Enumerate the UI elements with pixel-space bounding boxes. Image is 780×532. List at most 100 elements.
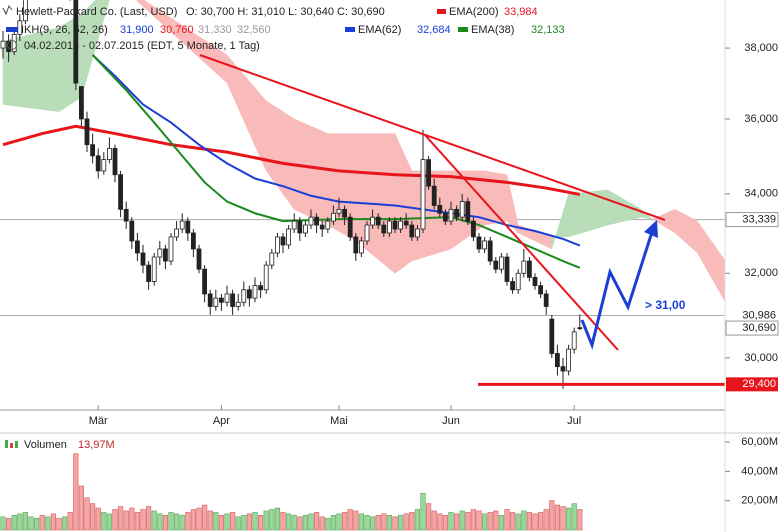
volume-bar [213,512,219,531]
volume-bar [504,509,510,531]
candle-body [84,118,90,146]
volume-bar [431,510,437,531]
volume-bar [336,513,342,531]
candle-body [302,224,308,234]
candle-body [353,236,359,254]
volume-bar [190,509,197,531]
candle-body [527,260,532,278]
x-tick-label: Apr [213,415,230,427]
candle-body [112,147,118,176]
candle-body [185,220,191,234]
y-tick-label: 32,000 [744,267,778,279]
candle-body [190,232,196,250]
volume-bar [112,509,118,531]
volume-bar [285,513,292,531]
volume-bar [129,507,135,531]
volume-bar [453,513,460,531]
candle-body [538,285,543,295]
volume-bar [493,510,499,531]
legend-value: 32,133 [531,24,565,36]
volume-bar [106,513,112,531]
candle-body [297,220,303,234]
volume-value: 13,97M [78,439,115,451]
candle-body [403,220,409,226]
cloud-segment [394,133,413,274]
volume-bar [313,512,320,531]
icon [5,440,8,448]
volume-bar [392,516,398,531]
icon [15,441,18,448]
candle-body [0,40,6,49]
volume-bar [0,516,6,531]
volume-bar [465,512,471,531]
volume-bar [151,510,157,531]
candle-body [330,212,336,222]
candle-body [196,248,202,270]
volume-bar [498,515,505,531]
candle-body [258,285,264,291]
volume-bar [207,510,213,531]
volume-bar [358,513,365,531]
volume-bar [157,513,163,531]
volume-bar [101,512,107,531]
volume-bar [174,513,180,531]
candle-body [314,216,320,226]
y-tick-label: 34,000 [744,188,778,200]
cloud-segment [265,100,295,211]
candle-body [151,256,157,282]
legend-value: 31,900 [120,24,154,36]
candle-body [521,260,527,274]
candle-body [246,289,252,299]
volume-bar [179,515,185,531]
candle-body [498,256,504,270]
candle-body [162,248,168,262]
legend-label: EMA(62) [358,24,401,36]
candle-body [409,224,415,238]
volume-bar [269,509,275,531]
volume-bar [437,513,443,531]
candle-body [398,220,404,230]
candle-body [146,264,152,282]
subtitle: 04.02.2015 - 02.07.2015 (EDT, 5 Monate, … [24,40,260,52]
volume-bar [28,516,34,531]
candle-body [252,285,258,299]
trend-line [199,54,666,221]
volume-bar [369,516,376,531]
volume-bar [470,509,477,531]
volume-bar [509,512,516,531]
volume-bar [308,513,314,531]
candle-body [515,272,521,291]
candle-body [202,268,208,295]
volume-bar [246,513,253,531]
volume-bar [353,510,359,531]
volume-bar [297,516,303,531]
volume-bar [577,509,583,531]
candle-body [532,276,538,287]
cloud-segment [674,208,698,254]
candle-body [549,318,555,354]
candle-body [79,86,84,120]
x-tick-label: Jul [567,415,581,427]
volume-bar [302,515,309,531]
legend-value: 32,560 [237,24,271,36]
volume-bar [330,515,337,531]
volume-bar [146,506,152,531]
volume-bar [6,517,12,531]
candle-body [325,220,331,230]
legend-value: 32,684 [417,24,451,36]
volume-bar [73,453,79,531]
arrow-head [644,220,658,238]
volume-bar [414,509,421,531]
candle-body [107,147,112,161]
candle-body [179,220,185,230]
volume-bar [481,513,488,531]
candle-body [280,236,286,246]
volume-bar [50,513,56,531]
candle-body [465,201,471,222]
volume-bar [442,515,449,531]
volume-bar [45,516,51,531]
candle-body [577,327,583,330]
x-tick-label: Jun [442,415,460,427]
title: Hewlett-Packard Co. (Last, USD) [16,6,177,18]
cloud-segment [293,118,329,226]
